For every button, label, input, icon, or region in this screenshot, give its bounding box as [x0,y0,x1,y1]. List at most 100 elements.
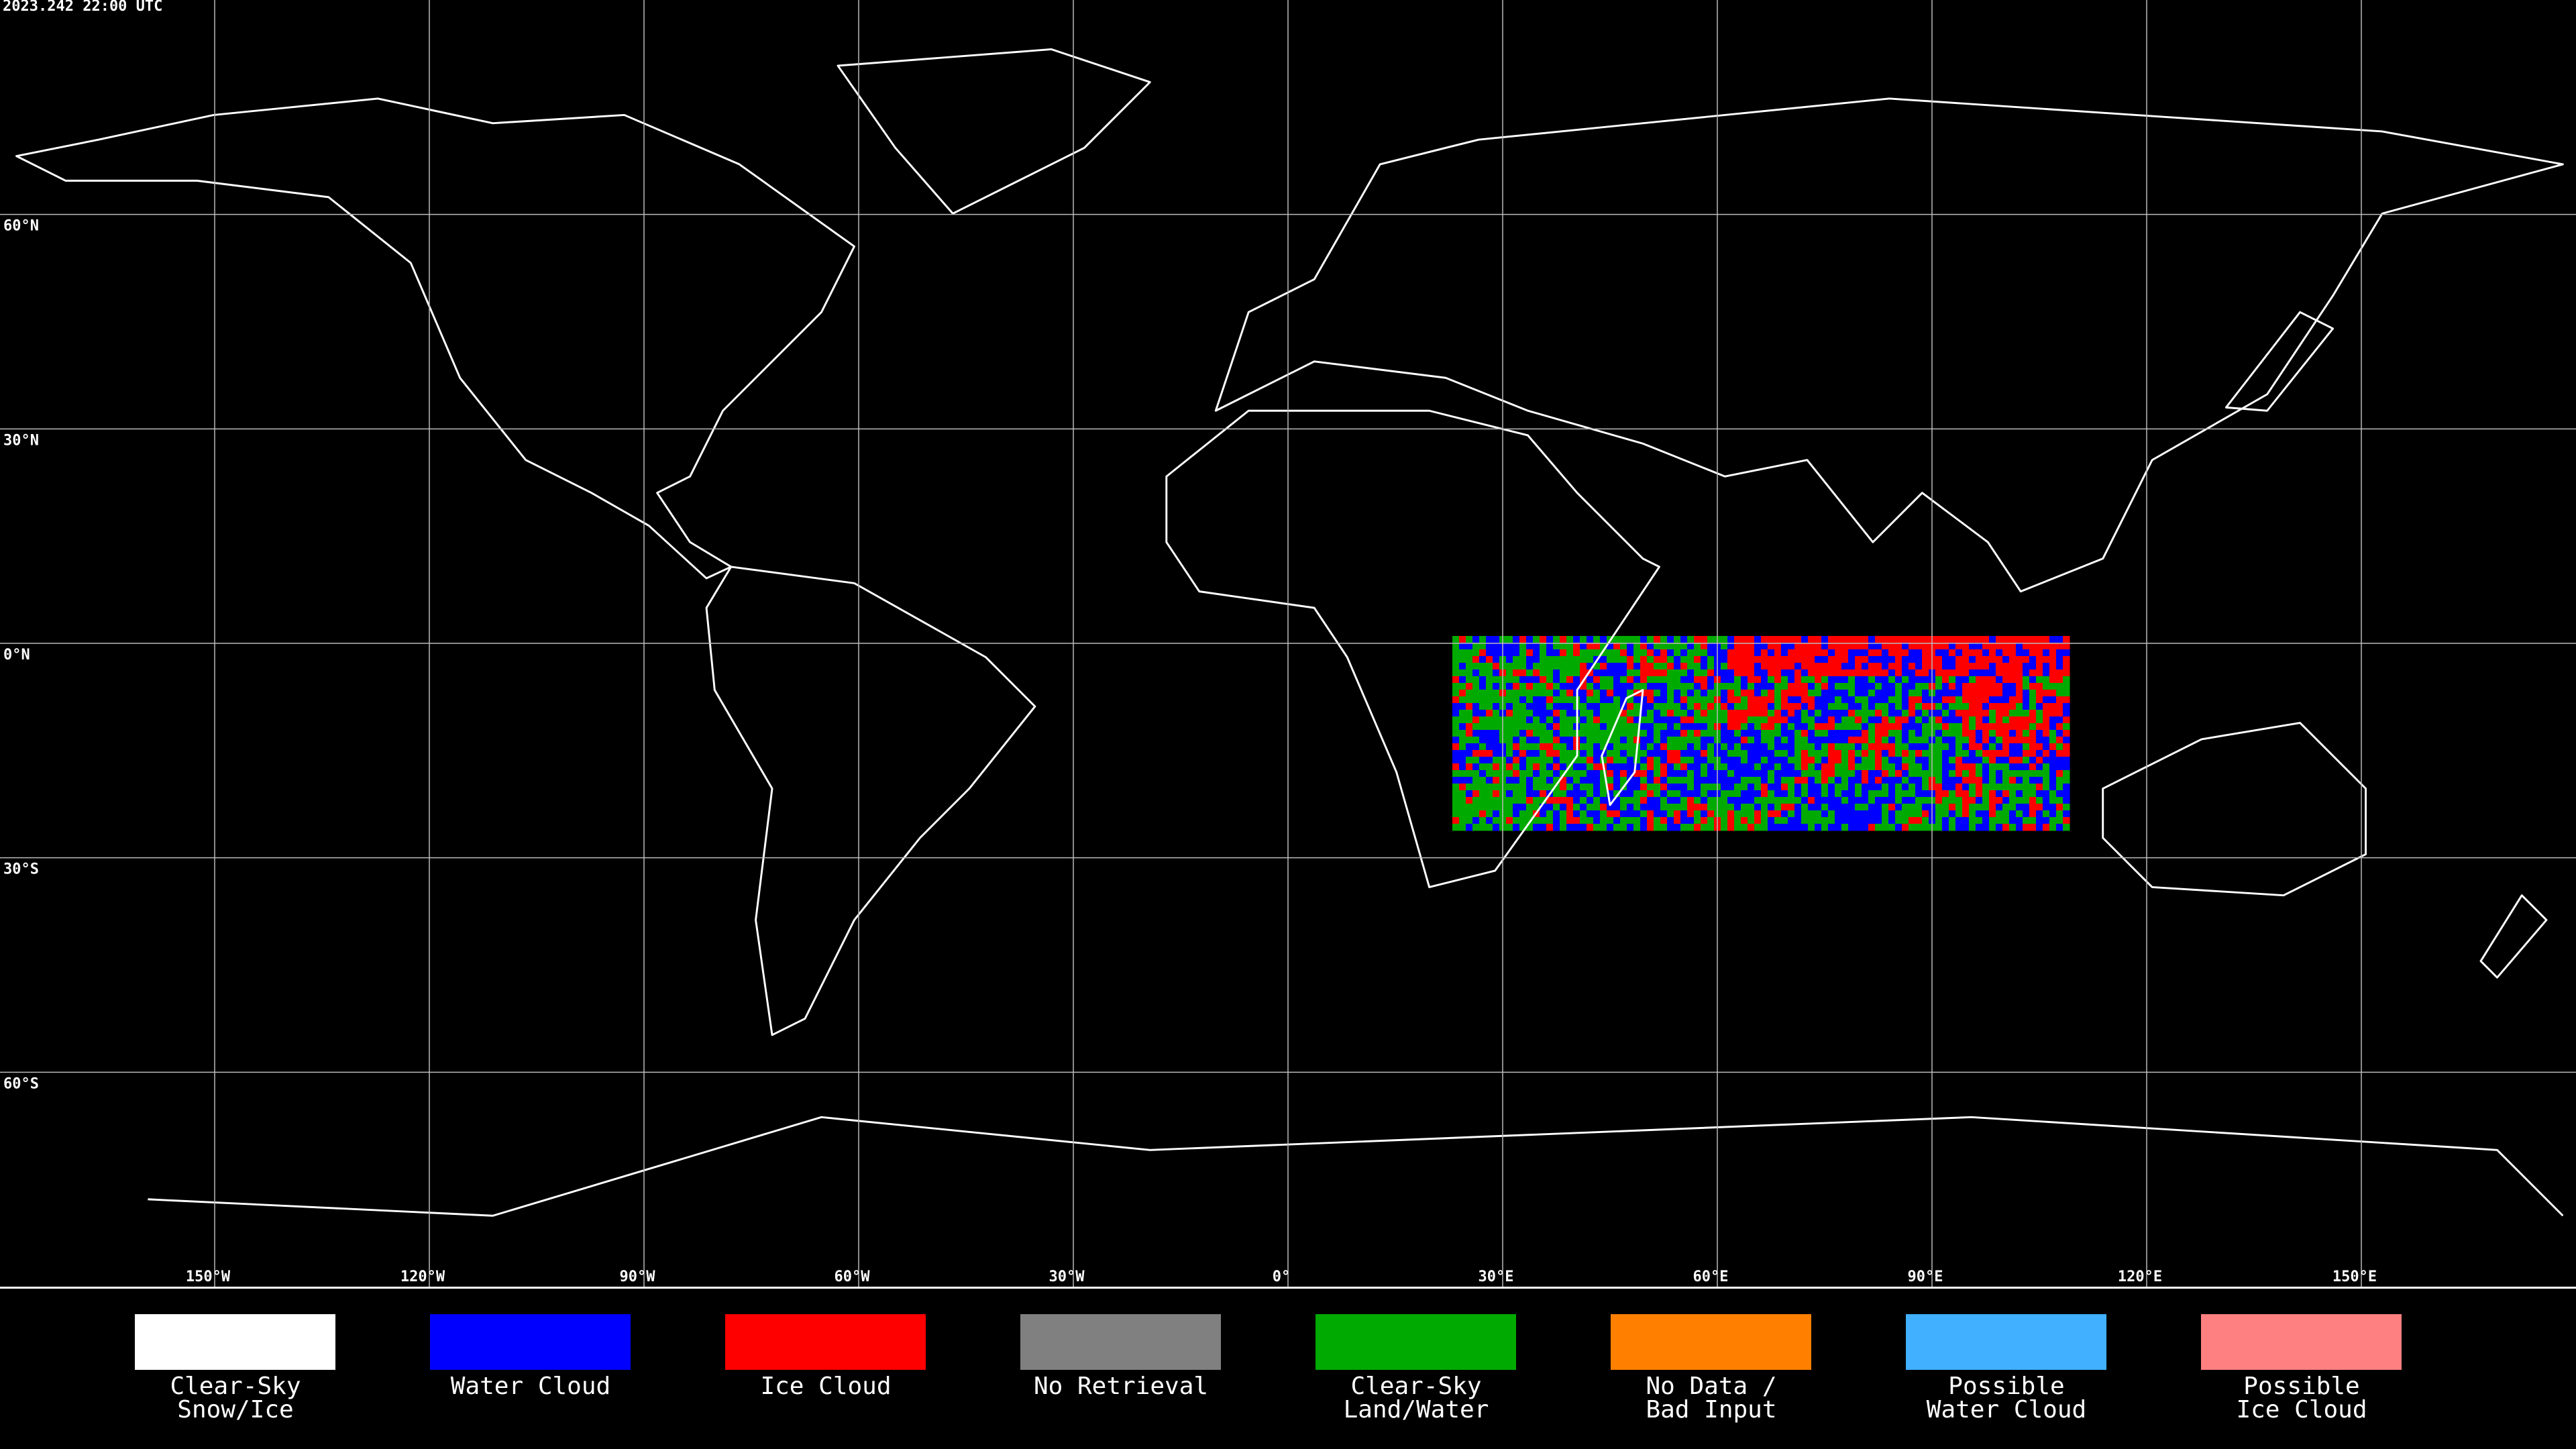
swath-pixel [1996,763,2003,771]
swath-pixel [1962,690,1970,697]
swath-pixel [1741,784,1748,791]
swath-pixel [1452,770,1460,777]
swath-pixel [1647,817,1654,824]
swath-pixel [1801,710,1809,717]
swath-pixel [1513,703,1520,710]
swath-pixel [1647,750,1654,757]
swath-pixel [1875,643,1882,650]
swath-pixel [1727,797,1735,804]
swath-pixel [1654,696,1661,704]
swath-pixel [1955,810,1963,818]
swath-pixel [1888,643,1896,650]
swath-pixel [1727,683,1735,690]
swath-pixel [1674,824,1681,831]
swath-pixel [2009,636,2017,643]
swath-pixel [2016,804,2023,811]
swath-pixel [1687,723,1695,731]
swath-pixel [1808,777,1815,784]
swath-pixel [1855,703,1862,710]
swath-pixel [1573,797,1580,804]
swath-pixel [2009,723,2017,731]
swath-pixel [1472,817,1480,824]
swath-pixel [1466,723,1473,731]
swath-pixel [1895,777,1902,784]
swath-pixel [1801,716,1809,724]
swath-pixel [2056,817,2063,824]
swath-pixel [1902,696,1909,704]
swath-pixel [1459,696,1466,704]
swath-pixel [1687,663,1695,670]
swath-pixel [1895,763,1902,771]
swath-pixel [1868,737,1876,744]
swath-pixel [1761,710,1768,717]
swath-pixel [1909,743,1916,751]
swath-pixel [1761,804,1768,811]
swath-pixel [2029,750,2037,757]
swath-pixel [2002,716,2010,724]
swath-pixel [1680,763,1688,771]
swath-pixel [1815,716,1822,724]
swath-pixel [1748,790,1755,798]
swath-pixel [1915,790,1923,798]
swath-pixel [1982,743,1990,751]
swath-pixel [1479,790,1487,798]
swath-pixel [2016,669,2023,677]
swath-pixel [1587,797,1594,804]
swath-pixel [1754,817,1762,824]
swath-pixel [1741,743,1748,751]
swath-pixel [1701,723,1708,731]
swath-pixel [1687,750,1695,757]
swath-pixel [1862,683,1869,690]
swath-pixel [1754,656,1762,663]
swath-pixel [2043,656,2050,663]
swath-pixel [1848,696,1856,704]
swath-pixel [1540,696,1547,704]
swath-pixel [2023,804,2030,811]
swath-pixel [1486,676,1493,684]
swath-pixel [1768,723,1775,731]
swath-pixel [1526,804,1534,811]
swath-pixel [1506,763,1513,771]
swath-pixel [1654,710,1661,717]
swath-pixel [1687,797,1695,804]
swath-pixel [1660,676,1668,684]
swath-pixel [2049,663,2057,670]
swath-pixel [1754,770,1762,777]
swath-pixel [1942,669,1949,677]
swath-pixel [1680,669,1688,677]
swath-pixel [1452,750,1460,757]
swath-pixel [2009,797,2017,804]
swath-pixel [1459,737,1466,744]
swath-pixel [2002,696,2010,704]
swath-pixel [2002,777,2010,784]
swath-pixel [1976,643,1983,650]
swath-pixel [2043,763,2050,771]
swath-pixel [1553,676,1560,684]
swath-pixel [1895,710,1902,717]
swath-pixel [1472,824,1480,831]
swath-pixel [1835,757,1842,764]
swath-pixel [1969,703,1976,710]
swath-pixel [1976,824,1983,831]
swath-pixel [1633,696,1641,704]
swath-pixel [2009,737,2017,744]
swath-pixel [1707,710,1715,717]
swath-pixel [1701,710,1708,717]
swath-pixel [1701,716,1708,724]
swath-pixel [1821,817,1829,824]
swath-pixel [1815,743,1822,751]
swath-pixel [1882,743,1889,751]
swath-pixel [1526,824,1534,831]
swath-pixel [1835,790,1842,798]
swath-pixel [1882,790,1889,798]
swath-pixel [1902,770,1909,777]
swath-pixel [1680,777,1688,784]
swath-pixel [1573,824,1580,831]
swath-pixel [1942,636,1949,643]
swath-pixel [1989,696,1996,704]
madagascar [1601,689,1644,806]
swath-pixel [1982,649,1990,657]
swath-pixel [1680,683,1688,690]
swath-pixel [1707,750,1715,757]
swath-pixel [1707,777,1715,784]
